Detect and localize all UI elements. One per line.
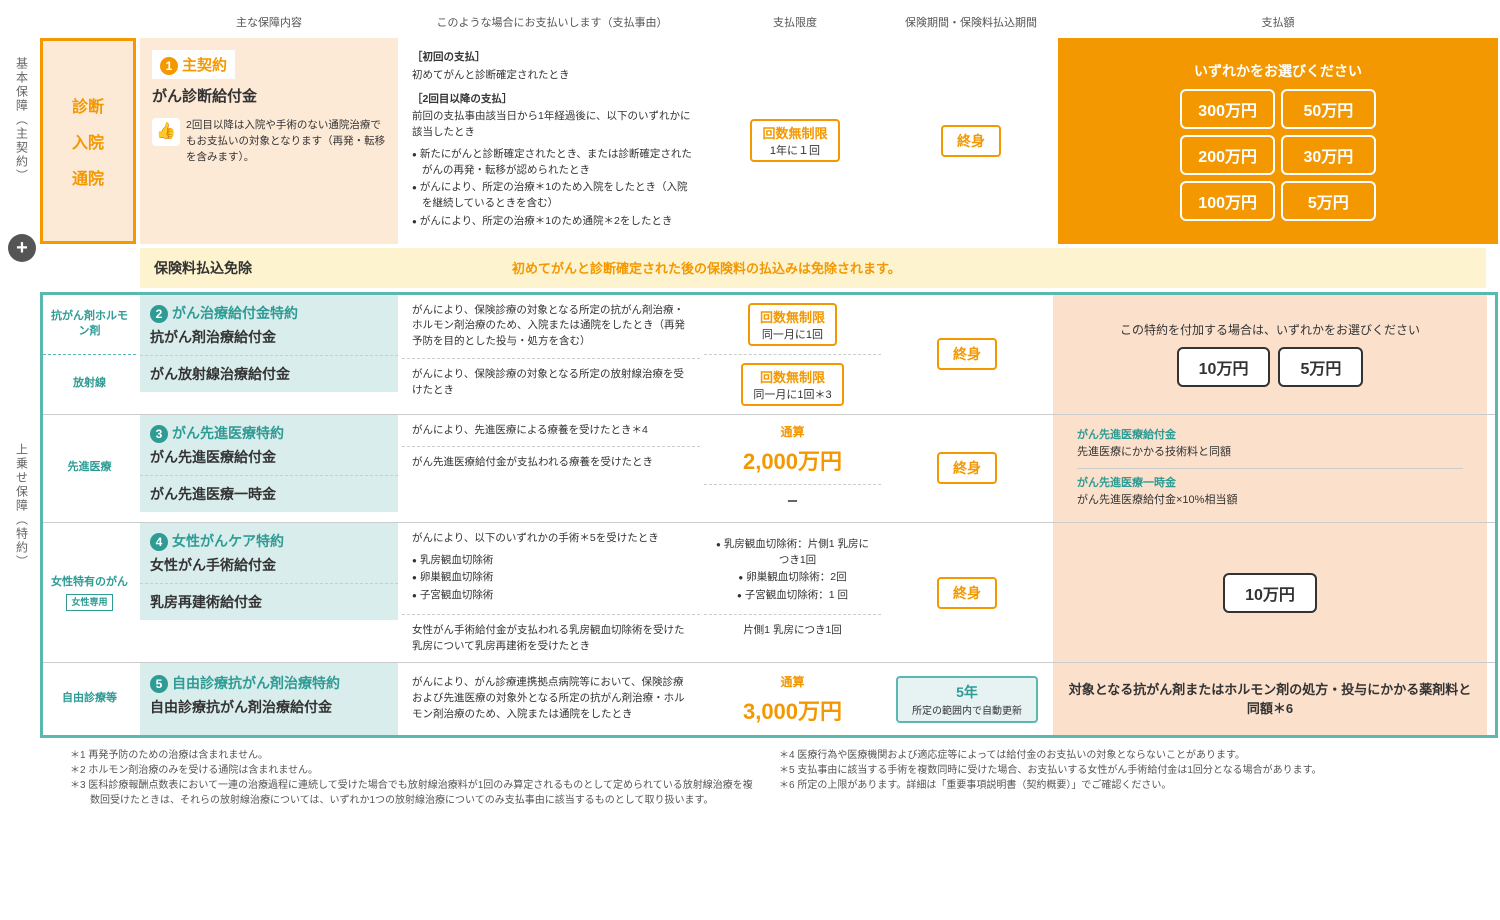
- waiver-text: 初めてがんと診断確定された後の保険料の払込みは免除されます。: [512, 258, 901, 277]
- rider-3: 先進医療 3がん先進医療特約 がん先進医療給付金 がん先進医療一時金 がんにより…: [43, 415, 1495, 523]
- hdr-limit: 支払限度: [706, 10, 884, 34]
- amt-5[interactable]: 5万円: [1281, 181, 1376, 221]
- footnotes: ＊1 再発予防のための治療は含まれません。 ＊2 ホルモン剤治療のみを受ける通院…: [40, 748, 1498, 808]
- basic-cats: 診断 入院 通院: [40, 38, 136, 244]
- cat-free: 自由診療等: [43, 663, 136, 734]
- basic-limit: 回数無制限 1年に１回: [706, 38, 884, 244]
- cat-advanced: 先進医療: [43, 415, 136, 522]
- hdr-period: 保険期間・保険料払込期間: [888, 10, 1054, 34]
- waiver-row: 保険料払込免除 初めてがんと診断確定された後の保険料の払込みは免除されます。: [40, 248, 1498, 288]
- cat-radiation: 放射線: [43, 355, 136, 414]
- rider-5: 自由診療等 5自由診療抗がん剤治療特約 自由診療抗がん剤治療給付金 がんにより、…: [43, 663, 1495, 734]
- amt-30[interactable]: 30万円: [1281, 135, 1376, 175]
- basic-pay-conditions: ［初回の支払］ 初めてがんと診断確定されたとき ［2回目以降の支払］ 前回の支払…: [402, 38, 702, 244]
- badge-1: 1: [160, 57, 178, 75]
- rider-2: 抗がん剤ホルモン剤 放射線 2がん治療給付金特約 抗がん剤治療給付金 がん放射線…: [43, 295, 1495, 415]
- basic-note: 2回目以降は入院や手術のない通院治療でもお支払いの対象となります（再発・転移を含…: [186, 118, 386, 165]
- basic-content: 1主契約 がん診断給付金 👍 2回目以降は入院や手術のない通院治療でもお支払いの…: [140, 38, 398, 244]
- plus-icon: +: [8, 234, 36, 262]
- waiver-title: 保険料払込免除: [154, 258, 252, 278]
- badge-3: 3: [150, 425, 168, 443]
- hdr-content: 主な保障内容: [140, 10, 398, 34]
- basic-row: 診断 入院 通院 1主契約 がん診断給付金 👍 2回目以降は入院や手術のない通院…: [40, 38, 1498, 244]
- amt-50[interactable]: 50万円: [1281, 89, 1376, 129]
- table-header: 主な保障内容 このような場合にお支払いします（支払事由） 支払限度 保険期間・保…: [40, 10, 1498, 34]
- side-label-rider: 上乗せ保障（特約）: [10, 266, 34, 746]
- side-label-basic: 基本保障（主契約）: [10, 10, 34, 230]
- badge-4: 4: [150, 533, 168, 551]
- amt-100[interactable]: 100万円: [1180, 181, 1275, 221]
- badge-5: 5: [150, 675, 168, 693]
- amt-300[interactable]: 300万円: [1180, 89, 1275, 129]
- rider-section: 抗がん剤ホルモン剤 放射線 2がん治療給付金特約 抗がん剤治療給付金 がん放射線…: [40, 292, 1498, 738]
- amt-200[interactable]: 200万円: [1180, 135, 1275, 175]
- basic-subtitle: がん診断給付金: [152, 85, 386, 106]
- hdr-amount: 支払額: [1058, 10, 1498, 34]
- thumbs-icon: 👍: [152, 118, 180, 146]
- basic-period: 終身: [888, 38, 1054, 244]
- cat-drug: 抗がん剤ホルモン剤: [43, 295, 136, 355]
- badge-2: 2: [150, 305, 168, 323]
- amt2-10[interactable]: 10万円: [1177, 347, 1271, 387]
- cat-women: 女性特有のがん 女性専用: [43, 523, 136, 663]
- amt4-10[interactable]: 10万円: [1223, 573, 1317, 613]
- basic-amount: いずれかをお選びください 300万円 50万円 200万円 30万円 100万円…: [1058, 38, 1498, 244]
- hdr-pay: このような場合にお支払いします（支払事由）: [402, 10, 702, 34]
- amt2-5[interactable]: 5万円: [1278, 347, 1363, 387]
- rider-4: 女性特有のがん 女性専用 4女性がんケア特約 女性がん手術給付金 乳房再建術給付…: [43, 523, 1495, 664]
